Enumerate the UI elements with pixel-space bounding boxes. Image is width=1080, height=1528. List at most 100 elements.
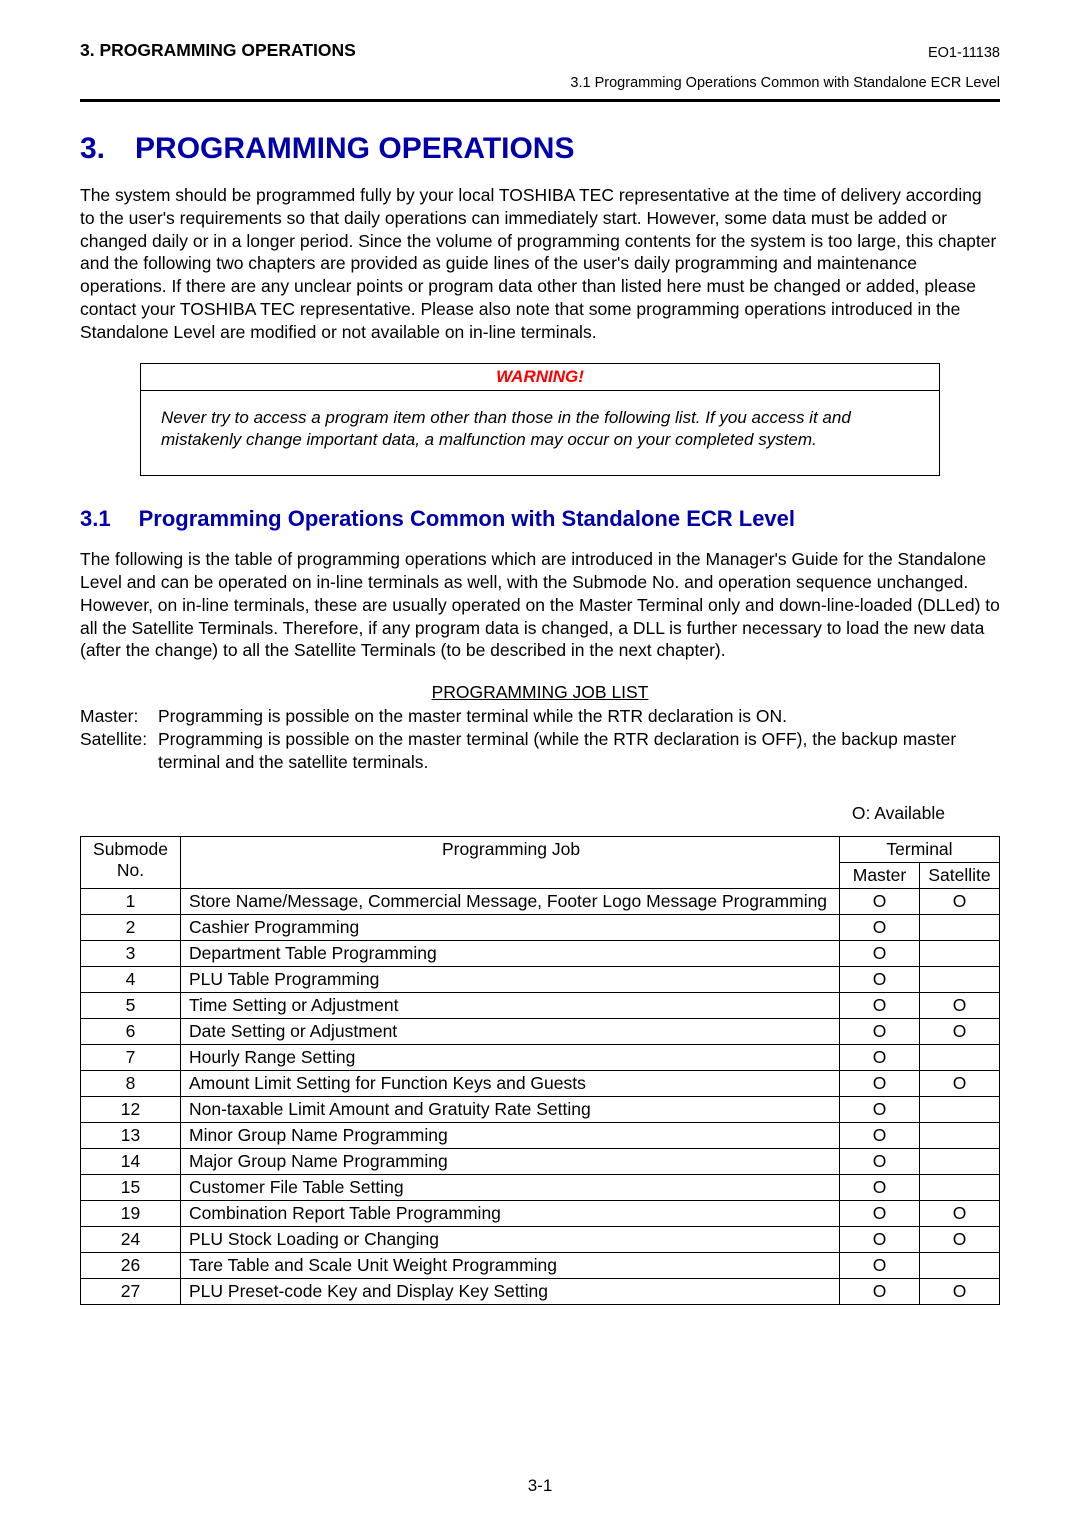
chapter-title: 3. PROGRAMMING OPERATIONS bbox=[80, 132, 1000, 166]
satellite-definition: Programming is possible on the master te… bbox=[158, 728, 1000, 774]
cell-master: O bbox=[840, 1123, 920, 1149]
table-row: 14Major Group Name ProgrammingO bbox=[81, 1149, 1000, 1175]
cell-satellite: O bbox=[920, 1071, 1000, 1097]
master-definition: Programming is possible on the master te… bbox=[158, 705, 1000, 728]
cell-submode-no: 2 bbox=[81, 915, 181, 941]
cell-master: O bbox=[840, 941, 920, 967]
cell-satellite: O bbox=[920, 993, 1000, 1019]
section-title: 3.1 Programming Operations Common with St… bbox=[80, 506, 1000, 532]
table-row: 5Time Setting or AdjustmentOO bbox=[81, 993, 1000, 1019]
th-programming-job: Programming Job bbox=[181, 837, 840, 889]
cell-satellite bbox=[920, 1149, 1000, 1175]
cell-submode-no: 19 bbox=[81, 1201, 181, 1227]
section-title-text: Programming Operations Common with Stand… bbox=[139, 506, 795, 531]
table-row: 26Tare Table and Scale Unit Weight Progr… bbox=[81, 1253, 1000, 1279]
cell-satellite bbox=[920, 915, 1000, 941]
cell-satellite bbox=[920, 1097, 1000, 1123]
cell-master: O bbox=[840, 993, 920, 1019]
cell-submode-no: 26 bbox=[81, 1253, 181, 1279]
satellite-label: Satellite: bbox=[80, 728, 158, 774]
cell-master: O bbox=[840, 1019, 920, 1045]
cell-submode-no: 15 bbox=[81, 1175, 181, 1201]
cell-submode-no: 4 bbox=[81, 967, 181, 993]
table-row: 6Date Setting or AdjustmentOO bbox=[81, 1019, 1000, 1045]
available-legend: O: Available bbox=[80, 803, 1000, 824]
cell-programming-job: PLU Stock Loading or Changing bbox=[181, 1227, 840, 1253]
table-row: 19Combination Report Table ProgrammingOO bbox=[81, 1201, 1000, 1227]
cell-programming-job: PLU Preset-code Key and Display Key Sett… bbox=[181, 1279, 840, 1305]
cell-master: O bbox=[840, 1253, 920, 1279]
cell-programming-job: Non-taxable Limit Amount and Gratuity Ra… bbox=[181, 1097, 840, 1123]
cell-master: O bbox=[840, 1175, 920, 1201]
table-row: 2Cashier ProgrammingO bbox=[81, 915, 1000, 941]
header-rule bbox=[80, 99, 1000, 102]
cell-submode-no: 14 bbox=[81, 1149, 181, 1175]
cell-programming-job: Store Name/Message, Commercial Message, … bbox=[181, 889, 840, 915]
cell-submode-no: 27 bbox=[81, 1279, 181, 1305]
cell-satellite bbox=[920, 1253, 1000, 1279]
cell-programming-job: Cashier Programming bbox=[181, 915, 840, 941]
th-satellite: Satellite bbox=[920, 863, 1000, 889]
cell-master: O bbox=[840, 1071, 920, 1097]
cell-master: O bbox=[840, 1045, 920, 1071]
cell-submode-no: 5 bbox=[81, 993, 181, 1019]
programming-job-table: Submode No. Programming Job Terminal Mas… bbox=[80, 836, 1000, 1305]
cell-master: O bbox=[840, 1201, 920, 1227]
section-number: 3.1 bbox=[80, 506, 111, 531]
cell-programming-job: PLU Table Programming bbox=[181, 967, 840, 993]
header-section-title: 3. PROGRAMMING OPERATIONS bbox=[80, 40, 356, 61]
cell-satellite bbox=[920, 1123, 1000, 1149]
cell-master: O bbox=[840, 1279, 920, 1305]
cell-satellite bbox=[920, 941, 1000, 967]
table-row: 13Minor Group Name ProgrammingO bbox=[81, 1123, 1000, 1149]
cell-programming-job: Hourly Range Setting bbox=[181, 1045, 840, 1071]
cell-submode-no: 24 bbox=[81, 1227, 181, 1253]
cell-programming-job: Major Group Name Programming bbox=[181, 1149, 840, 1175]
job-list-title: PROGRAMMING JOB LIST bbox=[80, 682, 1000, 703]
section-intro: The following is the table of programmin… bbox=[80, 548, 1000, 662]
cell-submode-no: 13 bbox=[81, 1123, 181, 1149]
cell-master: O bbox=[840, 967, 920, 993]
table-row: 12Non-taxable Limit Amount and Gratuity … bbox=[81, 1097, 1000, 1123]
cell-programming-job: Tare Table and Scale Unit Weight Program… bbox=[181, 1253, 840, 1279]
cell-submode-no: 7 bbox=[81, 1045, 181, 1071]
chapter-number: 3. bbox=[80, 132, 105, 165]
warning-header: WARNING! bbox=[141, 364, 939, 391]
cell-programming-job: Time Setting or Adjustment bbox=[181, 993, 840, 1019]
chapter-intro: The system should be programmed fully by… bbox=[80, 184, 1000, 343]
cell-submode-no: 1 bbox=[81, 889, 181, 915]
cell-programming-job: Amount Limit Setting for Function Keys a… bbox=[181, 1071, 840, 1097]
cell-satellite bbox=[920, 1175, 1000, 1201]
th-submode-no: Submode No. bbox=[81, 837, 181, 889]
table-row: 15Customer File Table SettingO bbox=[81, 1175, 1000, 1201]
table-row: 7Hourly Range SettingO bbox=[81, 1045, 1000, 1071]
table-row: 24PLU Stock Loading or ChangingOO bbox=[81, 1227, 1000, 1253]
cell-master: O bbox=[840, 1227, 920, 1253]
chapter-title-text: PROGRAMMING OPERATIONS bbox=[135, 132, 574, 165]
header-subsection: 3.1 Programming Operations Common with S… bbox=[80, 75, 1000, 91]
cell-programming-job: Customer File Table Setting bbox=[181, 1175, 840, 1201]
th-no: No. bbox=[117, 860, 144, 880]
cell-satellite: O bbox=[920, 1019, 1000, 1045]
cell-satellite: O bbox=[920, 1279, 1000, 1305]
th-submode: Submode bbox=[93, 839, 168, 859]
cell-master: O bbox=[840, 1097, 920, 1123]
table-row: 8Amount Limit Setting for Function Keys … bbox=[81, 1071, 1000, 1097]
cell-submode-no: 8 bbox=[81, 1071, 181, 1097]
cell-programming-job: Combination Report Table Programming bbox=[181, 1201, 840, 1227]
cell-satellite bbox=[920, 1045, 1000, 1071]
cell-programming-job: Date Setting or Adjustment bbox=[181, 1019, 840, 1045]
cell-master: O bbox=[840, 915, 920, 941]
cell-submode-no: 3 bbox=[81, 941, 181, 967]
page-footer: 3-1 bbox=[0, 1476, 1080, 1496]
warning-body: Never try to access a program item other… bbox=[141, 391, 939, 475]
cell-master: O bbox=[840, 889, 920, 915]
cell-submode-no: 12 bbox=[81, 1097, 181, 1123]
cell-satellite: O bbox=[920, 1201, 1000, 1227]
cell-satellite bbox=[920, 967, 1000, 993]
warning-box: WARNING! Never try to access a program i… bbox=[140, 363, 940, 476]
cell-master: O bbox=[840, 1149, 920, 1175]
master-label: Master: bbox=[80, 705, 158, 728]
cell-submode-no: 6 bbox=[81, 1019, 181, 1045]
table-row: 1Store Name/Message, Commercial Message,… bbox=[81, 889, 1000, 915]
